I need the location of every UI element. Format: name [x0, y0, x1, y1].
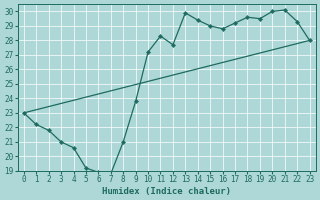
X-axis label: Humidex (Indice chaleur): Humidex (Indice chaleur): [102, 187, 231, 196]
